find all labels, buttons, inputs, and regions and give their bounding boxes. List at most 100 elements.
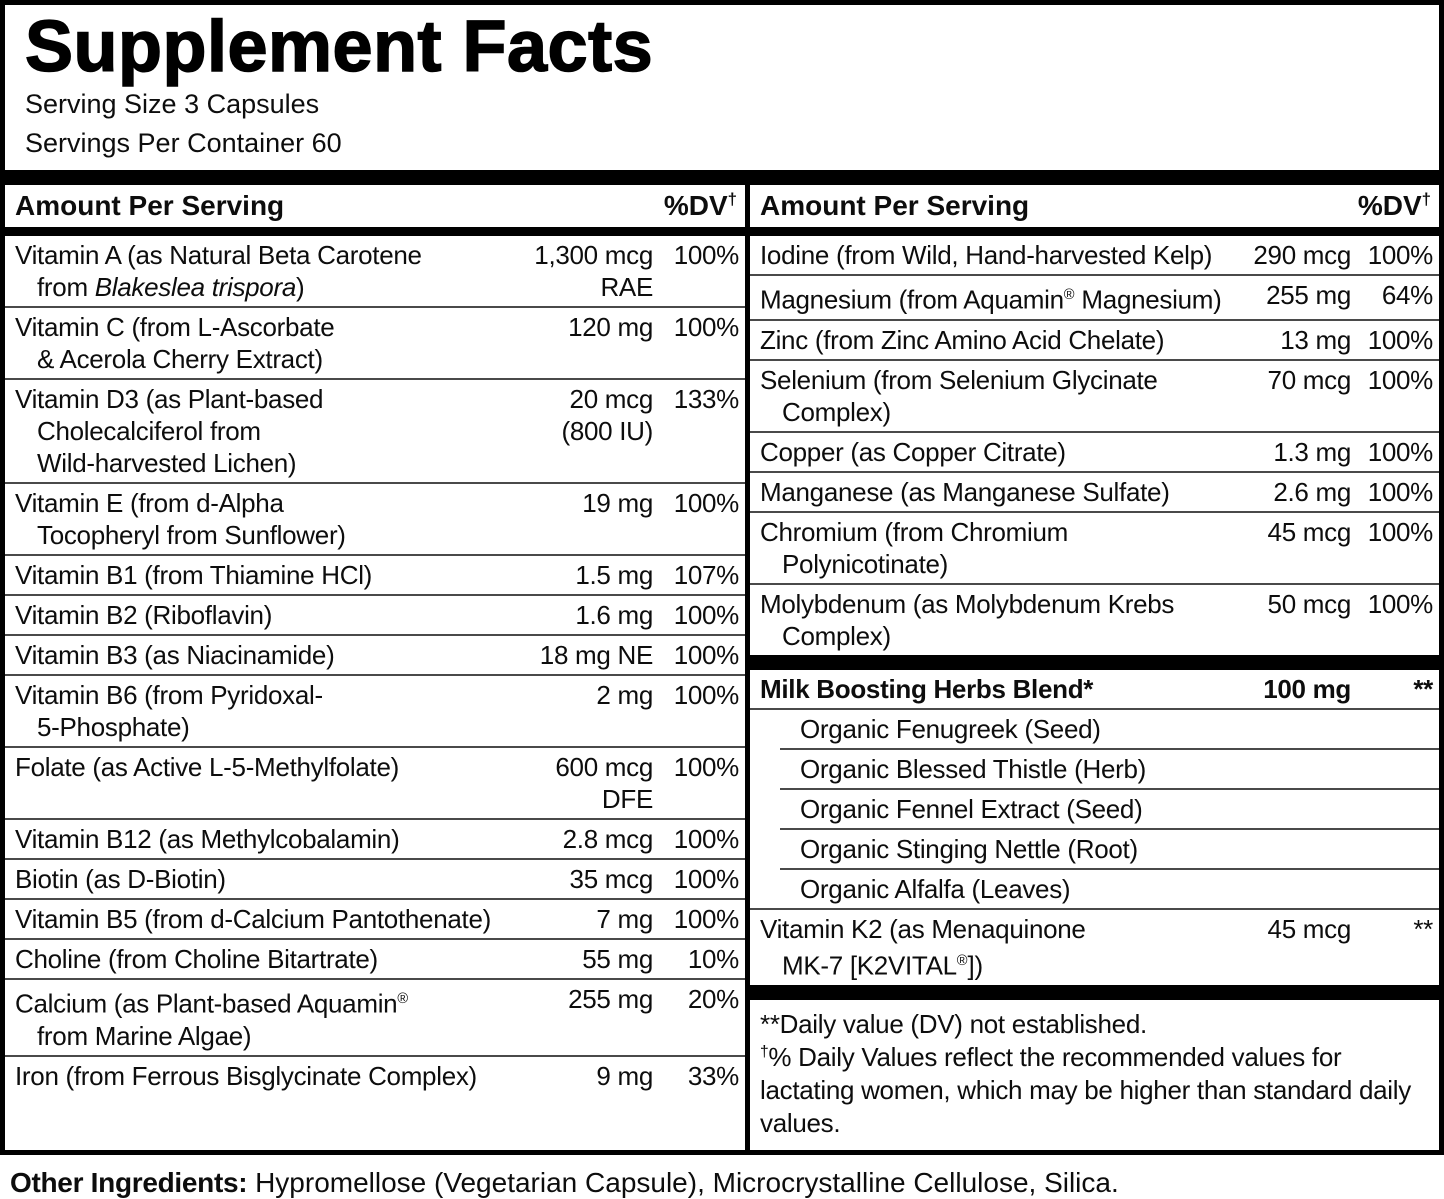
panel-header: Supplement Facts Serving Size 3 Capsules…: [5, 5, 1439, 170]
panel-title: Supplement Facts: [24, 7, 654, 87]
ingredient-daily-value: 100%: [673, 864, 740, 895]
ingredient-amount: 9 mg: [596, 1061, 653, 1092]
ingredient-row: Selenium (from Selenium Glycinate Complex…: [750, 359, 1439, 431]
right-column: Amount Per Serving %DV† Iodine (from Wil…: [745, 170, 1439, 1150]
ingredient-name: Manganese (as Manganese Sulfate): [760, 477, 1170, 508]
ingredient-name: Choline (from Choline Bitartrate): [15, 944, 378, 975]
ingredient-daily-value: 100%: [1367, 365, 1434, 396]
ingredient-row: Magnesium (from Aquamin® Magnesium) 255 m…: [750, 274, 1439, 319]
ingredient-amount: 2 mg: [596, 680, 653, 711]
ingredient-name: Biotin (as D-Biotin): [15, 864, 226, 895]
ingredient-amount: 1.5 mg: [575, 560, 653, 591]
ingredient-amount: 2.6 mg: [1273, 477, 1351, 508]
ingredient-amount: 7 mg: [596, 904, 653, 935]
ingredient-amount: 70 mcg: [1267, 365, 1352, 396]
ingredient-daily-value: 100%: [1367, 589, 1434, 620]
ingredient-name: Calcium (as Plant-based Aquamin® from Mar…: [15, 989, 409, 1052]
ingredient-daily-value: **: [1413, 914, 1433, 945]
ingredient-daily-value: 100%: [673, 680, 740, 711]
ingredient-row: Vitamin B3 (as Niacinamide) 18 mg NE 100%: [5, 634, 745, 674]
ingredient-row: Choline (from Choline Bitartrate) 55 mg 10…: [5, 938, 745, 978]
ingredient-amount: 2.8 mcg: [562, 824, 654, 855]
ingredient-daily-value: 100%: [673, 488, 740, 519]
other-ingredients-text: Hypromellose (Vegetarian Capsule), Micro…: [255, 1166, 1119, 1198]
ingredient-row: Vitamin D3 (as Plant-based Cholecalcifero…: [5, 378, 745, 482]
amount-per-serving-label: Amount Per Serving: [15, 190, 285, 222]
ingredient-amount: 45 mcg: [1267, 914, 1352, 945]
ingredient-daily-value: 100%: [673, 240, 740, 271]
ingredient-name: Zinc (from Zinc Amino Acid Chelate): [760, 325, 1165, 356]
ingredient-name: Vitamin C (from L-Ascorbate & Acerola Che…: [15, 312, 335, 375]
ingredient-amount: 600 mcg DFE: [555, 752, 653, 815]
ingredient-row: Vitamin B2 (Riboflavin) 1.6 mg 100%: [5, 594, 745, 634]
supplement-facts-panel: Supplement Facts Serving Size 3 Capsules…: [0, 0, 1444, 1155]
ingredient-name: Organic Blessed Thistle (Herb): [800, 754, 1146, 785]
ingredient-name: Milk Boosting Herbs Blend*: [760, 674, 1094, 705]
footnote-daily-values: †% Daily Values reflect the recommended …: [760, 1041, 1411, 1138]
ingredient-amount: 50 mcg: [1267, 589, 1352, 620]
right-column-header: Amount Per Serving %DV†: [750, 185, 1439, 227]
sub-ingredient-row: Organic Alfalfa (Leaves): [750, 868, 1439, 908]
ingredient-daily-value: 107%: [673, 560, 740, 591]
ingredient-amount: 1.3 mg: [1273, 437, 1351, 468]
ingredient-daily-value: 20%: [687, 984, 739, 1015]
footnote-not-established: **Daily value (DV) not established.: [760, 1008, 1147, 1039]
ingredient-row: Vitamin C (from L-Ascorbate & Acerola Che…: [5, 306, 745, 378]
ingredient-row: Iron (from Ferrous Bisglycinate Complex)…: [5, 1055, 745, 1095]
ingredient-name: Vitamin A (as Natural Beta Carotene from …: [15, 240, 422, 303]
sub-ingredient-row: Organic Blessed Thistle (Herb): [750, 748, 1439, 788]
herbs-blend-rows: Milk Boosting Herbs Blend* 100 mg ** Organi…: [750, 670, 1439, 985]
ingredient-daily-value: 100%: [1367, 240, 1434, 271]
ingredient-daily-value: **: [1413, 674, 1433, 705]
ingredient-name: Iron (from Ferrous Bisglycinate Complex): [15, 1061, 477, 1092]
ingredient-name: Organic Stinging Nettle (Root): [800, 834, 1138, 865]
ingredient-name: Vitamin B6 (from Pyridoxal- 5-Phosphate): [15, 680, 323, 743]
amount-per-serving-label: Amount Per Serving: [760, 190, 1030, 222]
other-ingredients: Other Ingredients: Hypromellose (Vegetar…: [0, 1155, 1444, 1199]
ingredient-daily-value: 100%: [673, 312, 740, 343]
dagger-mark: †: [727, 190, 737, 210]
sub-ingredient-row: Organic Stinging Nettle (Root): [750, 828, 1439, 868]
ingredient-amount: 290 mcg: [1253, 240, 1351, 271]
ingredient-row: Biotin (as D-Biotin) 35 mcg 100%: [5, 858, 745, 898]
ingredient-daily-value: 64%: [1381, 280, 1433, 311]
ingredient-row: Milk Boosting Herbs Blend* 100 mg **: [750, 670, 1439, 708]
divider-bar-thick: [5, 170, 745, 186]
other-ingredients-label: Other Ingredients:: [10, 1166, 248, 1198]
ingredient-name: Organic Fenugreek (Seed): [800, 714, 1101, 745]
ingredient-amount: 13 mg: [1280, 325, 1351, 356]
registered-trademark-mark: ®: [1063, 287, 1075, 304]
ingredient-name: Iodine (from Wild, Hand-harvested Kelp): [760, 240, 1213, 271]
ingredient-amount: 1,300 mcg RAE: [534, 240, 653, 303]
ingredient-name: Folate (as Active L-5-Methylfolate): [15, 752, 399, 783]
ingredient-row: Vitamin B5 (from d-Calcium Pantothenate)…: [5, 898, 745, 938]
ingredient-name: Organic Fennel Extract (Seed): [800, 794, 1143, 825]
ingredient-amount: 255 mg: [568, 984, 653, 1015]
ingredient-daily-value: 100%: [673, 752, 740, 783]
ingredient-row: Calcium (as Plant-based Aquamin® from Mar…: [5, 978, 745, 1055]
ingredient-amount: 1.6 mg: [575, 600, 653, 631]
ingredient-daily-value: 100%: [1367, 517, 1434, 548]
sub-ingredient-row: Organic Fennel Extract (Seed): [750, 788, 1439, 828]
ingredient-row: Vitamin K2 (as Menaquinone MK-7 [K2VITAL®…: [750, 908, 1439, 985]
ingredient-name: Vitamin B12 (as Methylcobalamin): [15, 824, 400, 855]
left-column: Amount Per Serving %DV† Vitamin A (as Na…: [5, 170, 745, 1149]
ingredient-row: Manganese (as Manganese Sulfate) 2.6 mg 10…: [750, 471, 1439, 511]
ingredient-name: Vitamin D3 (as Plant-based Cholecalcifero…: [15, 384, 324, 479]
ingredient-amount: 35 mcg: [569, 864, 654, 895]
ingredient-row: Copper (as Copper Citrate) 1.3 mg 100%: [750, 431, 1439, 471]
ingredient-daily-value: 100%: [1367, 325, 1434, 356]
ingredient-daily-value: 100%: [1367, 477, 1434, 508]
ingredient-name: Vitamin B1 (from Thiamine HCl): [15, 560, 373, 591]
ingredient-daily-value: 100%: [673, 904, 740, 935]
ingredient-row: Zinc (from Zinc Amino Acid Chelate) 13 mg…: [750, 319, 1439, 359]
ingredient-row: Molybdenum (as Molybdenum Krebs Complex) 5…: [750, 583, 1439, 655]
ingredient-daily-value: 100%: [673, 824, 740, 855]
left-ingredient-rows: Vitamin A (as Natural Beta Carotene from …: [5, 236, 745, 1095]
ingredient-row: Vitamin A (as Natural Beta Carotene from …: [5, 236, 745, 306]
ingredient-amount: 255 mg: [1266, 280, 1351, 311]
ingredient-amount: 19 mg: [582, 488, 653, 519]
ingredient-name: Vitamin K2 (as Menaquinone MK-7 [K2VITAL®…: [760, 914, 1086, 981]
ingredient-daily-value: 100%: [673, 600, 740, 631]
ingredient-amount: 100 mg: [1263, 674, 1351, 705]
